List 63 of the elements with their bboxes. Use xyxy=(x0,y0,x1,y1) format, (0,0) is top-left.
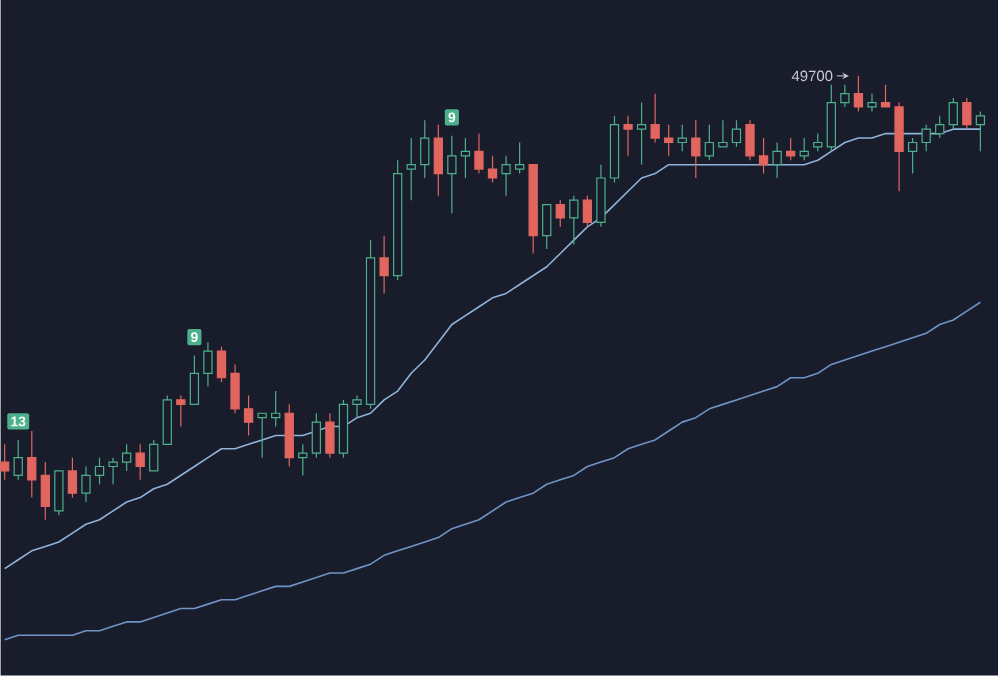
candlestick xyxy=(162,395,172,446)
candlestick xyxy=(853,75,864,113)
candlestick xyxy=(81,466,91,503)
candlestick xyxy=(284,403,294,468)
candlestick xyxy=(13,439,23,481)
candlestick xyxy=(487,155,498,184)
candlestick xyxy=(54,470,64,517)
candlestick xyxy=(379,235,389,295)
candlestick xyxy=(243,395,254,437)
candlestick xyxy=(230,364,240,415)
candlestick xyxy=(420,119,430,179)
candlestick xyxy=(311,412,322,459)
candlestick xyxy=(514,142,525,175)
candlestick xyxy=(176,395,186,428)
candlestick xyxy=(203,341,213,388)
candlestick xyxy=(447,135,457,215)
candlestick xyxy=(880,84,891,108)
candlestick xyxy=(325,412,335,459)
candlestick xyxy=(27,430,37,499)
candlestick xyxy=(894,102,904,193)
candlestick xyxy=(216,346,227,383)
candlestick xyxy=(135,443,145,481)
candlestick xyxy=(0,443,10,481)
candlestick xyxy=(907,137,918,175)
candlestick xyxy=(67,457,78,499)
candlestick xyxy=(935,115,945,139)
candlestick xyxy=(121,443,132,472)
candlestick xyxy=(555,199,565,228)
candlestick xyxy=(623,115,633,157)
candlestick xyxy=(975,111,986,153)
candlestick xyxy=(704,124,715,162)
candlestick xyxy=(962,97,972,130)
candlestick xyxy=(718,119,728,148)
candlestick xyxy=(650,93,660,144)
candlestick xyxy=(298,443,308,477)
candlestick xyxy=(501,155,511,197)
candlestick xyxy=(840,84,850,108)
candlestick xyxy=(636,102,647,166)
candlestick xyxy=(772,142,782,179)
candlestick xyxy=(352,395,362,419)
candlestick xyxy=(40,461,50,521)
candlestick xyxy=(582,195,593,228)
candlestick xyxy=(94,457,105,486)
candlestick xyxy=(758,137,769,175)
candlestick xyxy=(867,93,877,113)
candlestick xyxy=(569,195,579,246)
candlestick xyxy=(596,164,606,228)
candlestick xyxy=(921,124,931,153)
candlestick xyxy=(691,119,701,179)
candlestick xyxy=(108,457,118,486)
candlestick xyxy=(406,137,416,201)
candlestick xyxy=(257,412,267,459)
candlestick xyxy=(745,119,755,162)
candlestick xyxy=(149,439,159,472)
candlestick xyxy=(474,133,484,175)
candlestick xyxy=(433,124,443,197)
candlestick xyxy=(826,84,836,153)
candlestick xyxy=(542,204,552,250)
candlestick xyxy=(189,355,200,406)
candlestick xyxy=(664,124,674,157)
candlestick xyxy=(731,119,742,148)
candlestick xyxy=(948,97,958,130)
candlestick xyxy=(677,124,687,153)
